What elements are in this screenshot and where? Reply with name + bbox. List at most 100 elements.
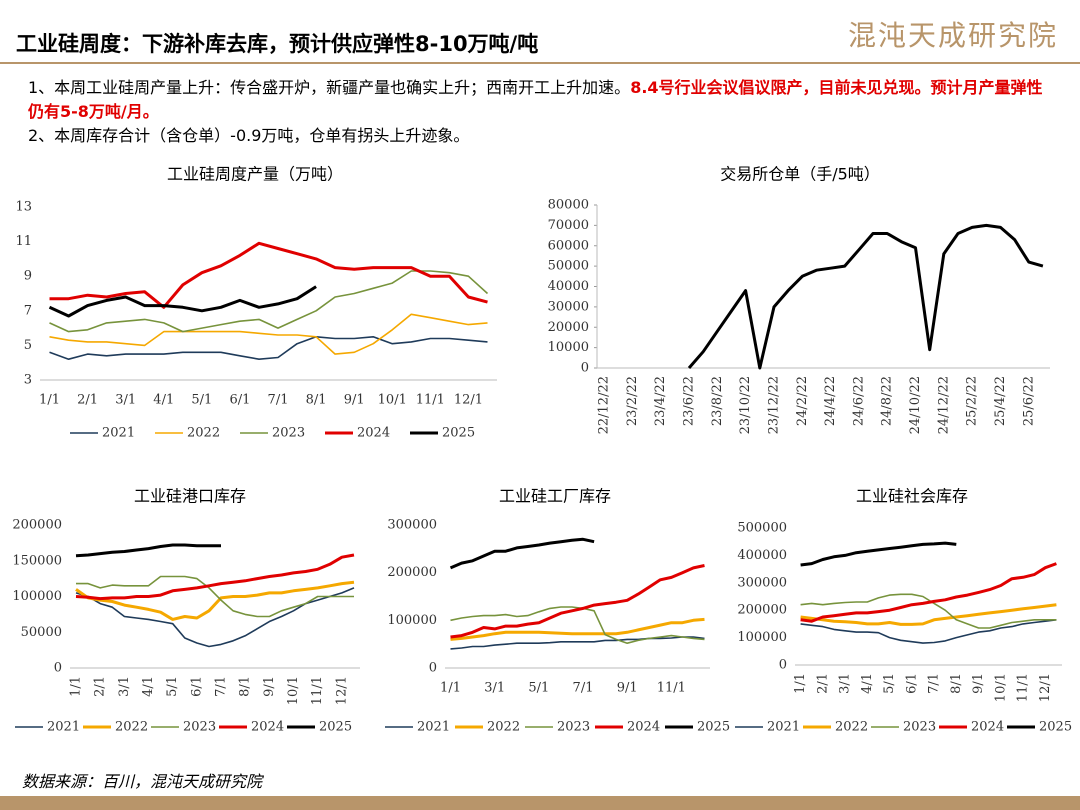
y-tick-label: 300000: [387, 518, 437, 533]
legend-label: 2022: [115, 720, 148, 735]
y-tick-label: 40000: [548, 279, 589, 294]
note: 1、本周工业硅周产量上升：传合盛开炉，新疆产量也确实上升；西南开工上升加速。8.…: [28, 76, 1048, 124]
legend-label: 2023: [557, 720, 590, 735]
x-tick-label: 23/4/22: [653, 376, 668, 426]
header-rule: [0, 62, 1080, 64]
x-tick-label: 1/1: [69, 676, 84, 697]
x-tick-label: 9/1: [262, 676, 277, 697]
note: 2、本周库存合计（含仓单）-0.9万吨，仓单有拐头上升迹象。: [28, 124, 1048, 148]
x-tick-label: 11/1: [310, 676, 325, 705]
legend-label: 2021: [47, 720, 80, 735]
y-tick-label: 200000: [387, 565, 437, 580]
logo: 混沌天成研究院: [847, 19, 1058, 52]
x-tick-label: 23/10/22: [738, 376, 753, 434]
legend-label: 2025: [442, 426, 475, 441]
y-tick-label: 100000: [12, 589, 62, 604]
legend-label: 2024: [627, 720, 660, 735]
x-tick-label: 2/1: [93, 676, 108, 697]
series-line: [800, 619, 1057, 644]
x-tick-label: 3/1: [115, 393, 136, 408]
x-tick-label: 24/8/22: [880, 376, 895, 426]
x-tick-label: 8/1: [306, 393, 327, 408]
y-tick-label: 9: [24, 269, 32, 284]
y-tick-label: 200000: [12, 518, 62, 533]
series-line: [800, 562, 1057, 623]
y-tick-label: 30000: [548, 299, 589, 314]
x-tick-label: 11/1: [657, 681, 686, 696]
x-tick-label: 8/1: [238, 676, 253, 697]
y-tick-label: 80000: [548, 198, 589, 213]
x-tick-label: 8/1: [949, 673, 964, 694]
y-tick-label: 60000: [548, 238, 589, 253]
footer-bar: [0, 796, 1080, 810]
x-tick-label: 2/1: [77, 393, 98, 408]
y-tick-label: 3: [24, 373, 32, 388]
x-tick-label: 1/1: [440, 681, 461, 696]
x-tick-label: 6/1: [904, 673, 919, 694]
x-tick-label: 10/1: [378, 393, 407, 408]
legend-label: 2025: [697, 720, 730, 735]
x-tick-label: 2/1: [815, 673, 830, 694]
x-tick-label: 5/1: [882, 673, 897, 694]
legend-label: 2025: [319, 720, 352, 735]
series-line: [75, 553, 355, 601]
legend-label: 2023: [183, 720, 216, 735]
x-tick-label: 24/10/22: [908, 376, 923, 434]
series-line: [49, 313, 488, 355]
legend-label: 2021: [417, 720, 450, 735]
y-tick-label: 50000: [21, 625, 62, 640]
legend-label: 2024: [971, 720, 1004, 735]
x-tick-label: 25/6/22: [1021, 376, 1036, 426]
x-tick-label: 6/1: [229, 393, 250, 408]
y-tick-label: 500000: [737, 521, 787, 536]
legend-label: 2021: [102, 426, 135, 441]
series-line: [75, 543, 221, 558]
legend-label: 2024: [357, 426, 390, 441]
x-tick-label: 12/1: [454, 393, 483, 408]
y-tick-label: 0: [779, 658, 787, 673]
x-tick-label: 9/1: [971, 673, 986, 694]
x-tick-label: 9/1: [617, 681, 638, 696]
series-line: [800, 593, 1057, 629]
x-tick-label: 25/2/22: [965, 376, 980, 426]
x-tick-label: 1/1: [39, 393, 60, 408]
x-tick-label: 7/1: [573, 681, 594, 696]
x-tick-label: 10/1: [286, 676, 301, 705]
x-tick-label: 7/1: [214, 676, 229, 697]
series-line: [49, 241, 488, 309]
x-tick-label: 4/1: [153, 393, 174, 408]
x-tick-label: 1/1: [793, 673, 808, 694]
series-line: [76, 575, 354, 618]
y-tick-label: 150000: [12, 553, 62, 568]
y-tick-label: 11: [15, 234, 32, 249]
series-line: [800, 541, 957, 567]
legend-label: 2022: [835, 720, 868, 735]
x-tick-label: 11/1: [416, 393, 445, 408]
series-line: [687, 223, 1044, 370]
series-line: [49, 336, 488, 360]
legend-label: 2023: [272, 426, 305, 441]
x-tick-label: 23/6/22: [682, 376, 697, 426]
x-tick-label: 10/1: [993, 673, 1008, 702]
legend-label: 2025: [1039, 720, 1072, 735]
y-tick-label: 200000: [737, 603, 787, 618]
note-highlight: 8.4号行业会议倡议限产，目前未见兑现。预计月产量弹性仍有5-8万吨/月。: [28, 78, 1043, 121]
series-line: [450, 564, 705, 639]
x-tick-label: 22/12/22: [597, 376, 612, 434]
source: 数据来源：百川，混沌天成研究院: [22, 772, 263, 791]
y-tick-label: 100000: [737, 630, 787, 645]
chart-title: 工业硅港口库存: [134, 487, 246, 506]
x-tick-label: 23/12/22: [766, 376, 781, 434]
x-tick-label: 24/4/22: [823, 376, 838, 426]
chart-title: 工业硅周度产量（万吨）: [167, 165, 343, 184]
series-line: [450, 606, 705, 644]
x-tick-label: 3/1: [484, 681, 505, 696]
x-tick-label: 3/1: [117, 676, 132, 697]
y-tick-label: 300000: [737, 575, 787, 590]
x-tick-label: 23/2/22: [625, 376, 640, 426]
series-line: [48, 285, 317, 318]
y-tick-label: 10000: [548, 340, 589, 355]
note-text: 1、本周工业硅周产量上升：传合盛开炉，新疆产量也确实上升；西南开工上升加速。: [28, 78, 631, 97]
x-tick-label: 4/1: [141, 676, 156, 697]
